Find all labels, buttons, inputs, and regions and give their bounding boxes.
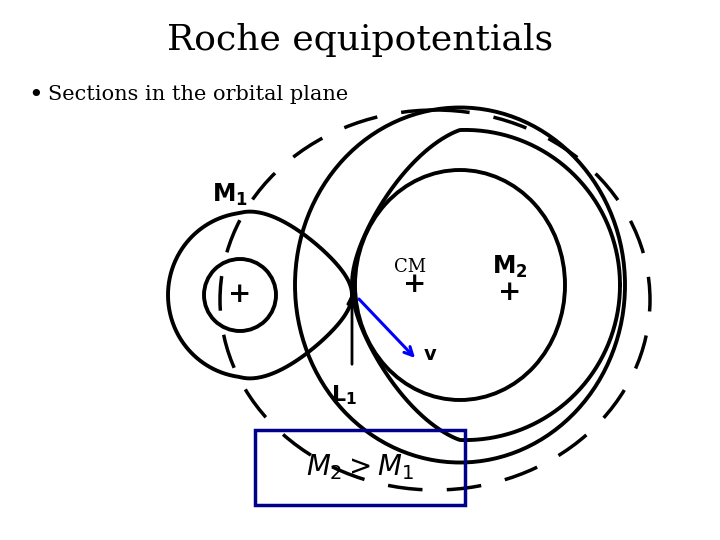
Bar — [255, 430, 465, 505]
Text: CM: CM — [394, 258, 426, 276]
Text: •: • — [28, 83, 42, 107]
Text: +: + — [228, 281, 252, 308]
Text: +: + — [498, 280, 522, 307]
Text: $M_2 > M_1$: $M_2 > M_1$ — [306, 453, 414, 482]
Text: $\mathbf{v}$: $\mathbf{v}$ — [423, 346, 437, 364]
Text: Roche equipotentials: Roche equipotentials — [167, 23, 553, 57]
Text: $\mathbf{M_2}$: $\mathbf{M_2}$ — [492, 254, 528, 280]
Text: Sections in the orbital plane: Sections in the orbital plane — [48, 85, 348, 105]
Text: +: + — [403, 272, 427, 299]
Text: $\mathbf{L_1}$: $\mathbf{L_1}$ — [331, 383, 357, 407]
Text: $\mathbf{M_1}$: $\mathbf{M_1}$ — [212, 182, 248, 208]
